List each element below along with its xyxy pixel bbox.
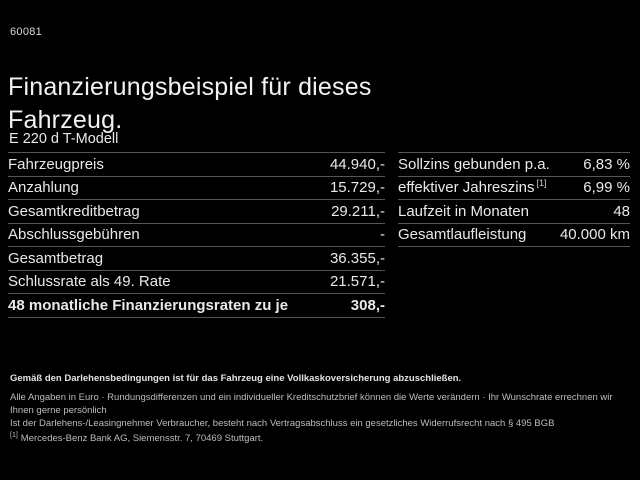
disclaimer-line-2: Ist der Darlehens-/Leasingnehmer Verbrau… (10, 418, 555, 429)
row-label: effektiver Jahreszins [1] (398, 178, 547, 197)
table-row-anzahlung: Anzahlung 15.729,- (8, 175, 385, 200)
row-value: 48 (613, 202, 630, 220)
row-value: 21.571,- (329, 273, 385, 291)
row-label: Sollzins gebunden p.a. (398, 155, 550, 173)
row-label: 48 monatliche Finanzierungsraten zu je (8, 296, 289, 314)
financing-conditions-table: Sollzins gebunden p.a. 6,83 % effektiver… (398, 152, 630, 247)
table-row-effektiver-jahreszins: effektiver Jahreszins [1] 6,99 % (398, 175, 630, 200)
row-value: 6,83 % (583, 155, 630, 173)
table-row-gesamtkreditbetrag: Gesamtkreditbetrag 29.211,- (8, 199, 385, 223)
table-row-laufzeit: Laufzeit in Monaten 48 (398, 199, 630, 223)
table-row-sollzins: Sollzins gebunden p.a. 6,83 % (398, 152, 630, 176)
table-row-gesamtlaufleistung: Gesamtlaufleistung 40.000 km (398, 222, 630, 247)
table-row-schlussrate: Schlussrate als 49. Rate 21.571,- (8, 269, 385, 294)
row-label: Schlussrate als 49. Rate (8, 273, 171, 291)
footnote-ref: [1] (536, 178, 547, 189)
row-value: 6,99 % (583, 179, 630, 197)
row-value: - (380, 226, 385, 244)
footnote-text: Mercedes-Benz Bank AG, Siemensstr. 7, 70… (20, 433, 264, 444)
table-row-abschlussgebuehren: Abschlussgebühren - (8, 222, 385, 247)
row-value: 308,- (350, 296, 385, 314)
row-label: Gesamtkreditbetrag (8, 202, 140, 220)
row-value: 29.211,- (331, 202, 385, 220)
financing-amounts-table: Fahrzeugpreis 44.940,- Anzahlung 15.729,… (8, 152, 385, 318)
legal-footer: Gemäß den Darlehensbedingungen ist für d… (10, 372, 630, 445)
row-label: Anzahlung (8, 179, 79, 197)
row-label: Abschlussgebühren (8, 226, 140, 244)
row-label: Gesamtlaufleistung (398, 226, 527, 244)
footnote-marker: [1] (10, 431, 18, 439)
vehicle-model-label: E 220 d T-Modell (9, 131, 119, 147)
row-label: Gesamtbetrag (8, 249, 104, 267)
row-value: 15.729,- (329, 179, 385, 197)
row-label: Laufzeit in Monaten (398, 202, 529, 220)
table-row-gesamtbetrag: Gesamtbetrag 36.355,- (8, 246, 385, 270)
row-label: Fahrzeugpreis (8, 155, 104, 173)
table-row-monatsrate: 48 monatliche Finanzierungsraten zu je 3… (8, 293, 385, 318)
disclaimer-line-1: Alle Angaben in Euro · Rundungsdifferenz… (10, 392, 613, 416)
table-row-fahrzeugpreis: Fahrzeugpreis 44.940,- (8, 152, 385, 176)
row-value: 40.000 km (559, 226, 630, 244)
row-value: 44.940,- (329, 155, 385, 173)
footnote-bank-address: [1] Mercedes-Benz Bank AG, Siemensstr. 7,… (10, 432, 630, 445)
row-value: 36.355,- (329, 249, 385, 267)
reference-number: 60081 (10, 26, 43, 38)
insurance-note: Gemäß den Darlehensbedingungen ist für d… (10, 373, 462, 384)
page-title: Finanzierungsbeispiel für dieses Fahrzeu… (8, 72, 372, 134)
